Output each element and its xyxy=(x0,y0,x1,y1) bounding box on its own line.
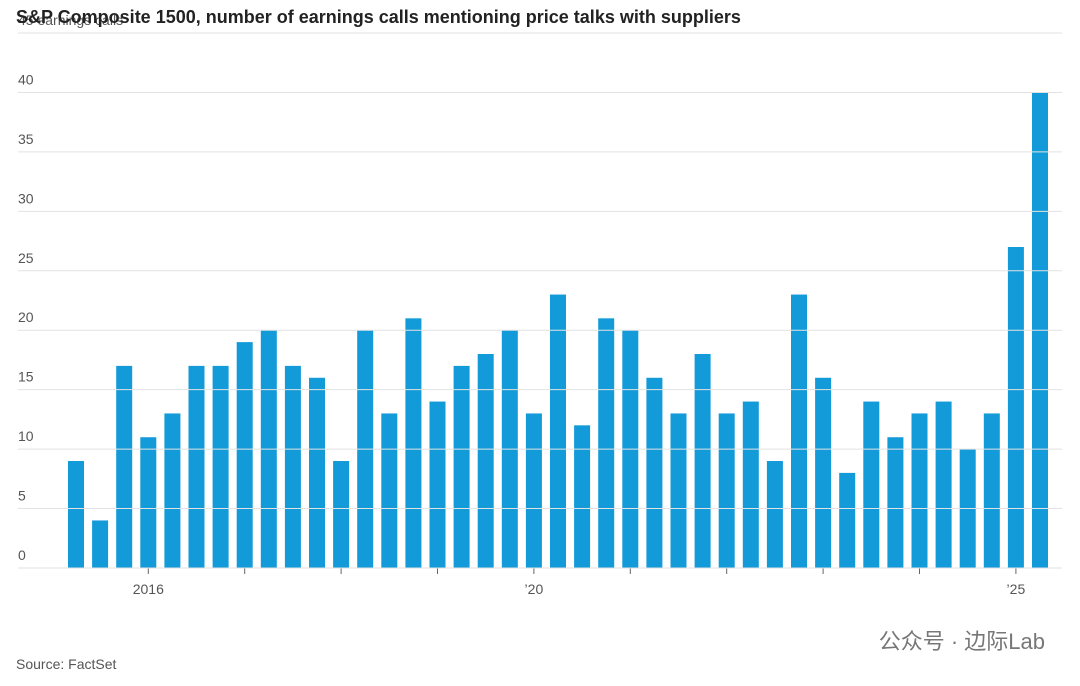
y-tick-label: 25 xyxy=(18,250,34,266)
bar xyxy=(694,354,711,568)
y-tick-label: 20 xyxy=(18,309,34,325)
x-tick-label: ’25 xyxy=(1007,581,1026,597)
bar xyxy=(911,413,928,568)
bar xyxy=(646,377,663,568)
bar xyxy=(574,425,591,568)
bar xyxy=(598,318,615,568)
bar xyxy=(68,461,84,568)
y-tick-label: 45 earnings calls xyxy=(18,12,123,28)
bar xyxy=(839,472,856,568)
bar xyxy=(188,365,205,568)
bar xyxy=(863,401,880,568)
bar xyxy=(670,413,687,568)
y-tick-label: 10 xyxy=(18,428,34,444)
bar xyxy=(815,377,832,568)
bar xyxy=(164,413,181,568)
bar xyxy=(525,413,542,568)
bar xyxy=(935,401,952,568)
bar xyxy=(1007,247,1024,568)
bar xyxy=(766,461,783,568)
bar xyxy=(477,354,494,568)
bar xyxy=(791,294,807,568)
bar xyxy=(92,520,109,568)
y-tick-label: 5 xyxy=(18,488,26,504)
bar xyxy=(718,413,735,568)
x-tick-label: ’20 xyxy=(525,581,544,597)
x-tick-label: 2016 xyxy=(133,581,164,597)
bar xyxy=(212,365,229,568)
source: Source: FactSet xyxy=(16,656,116,672)
bar xyxy=(381,413,398,568)
bar xyxy=(236,342,253,568)
bar xyxy=(742,401,759,568)
y-tick-label: 0 xyxy=(18,547,26,563)
bar xyxy=(983,413,1000,568)
bar xyxy=(453,365,470,568)
bar xyxy=(309,377,325,568)
y-tick-label: 15 xyxy=(18,369,34,385)
y-tick-label: 40 xyxy=(18,71,34,87)
y-tick-label: 30 xyxy=(18,190,34,206)
y-tick-label: 35 xyxy=(18,131,34,147)
bar xyxy=(284,365,301,568)
bar xyxy=(333,461,350,568)
watermark: 公众号 · 边际Lab xyxy=(879,629,1045,654)
bar xyxy=(550,294,566,568)
chart-title: S&P Composite 1500, number of earnings c… xyxy=(16,7,741,27)
bar xyxy=(116,365,133,568)
bar xyxy=(887,437,904,568)
bar xyxy=(429,401,446,568)
bar xyxy=(140,437,157,568)
bar xyxy=(405,318,422,568)
